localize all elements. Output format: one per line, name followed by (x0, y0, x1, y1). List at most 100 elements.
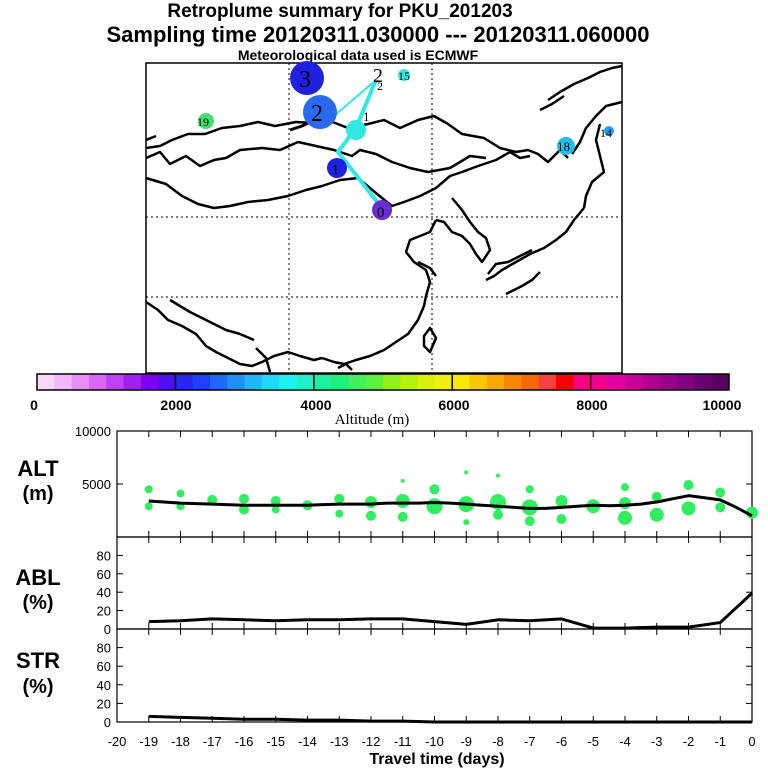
plume-point (556, 513, 567, 524)
x-tick-labels: -20 -19 -18 -17 -16 -15 -14 -13 -12 -11 -10 -9 -8 -7-… (108, 734, 756, 749)
plume-point (555, 494, 568, 507)
y-tick-label: 80 (97, 641, 111, 656)
colorbar-tick: 4000 (300, 397, 331, 413)
y-tick-label: 40 (97, 678, 111, 693)
x-tick-label: -19 (139, 734, 158, 749)
y-tick-label: 40 (97, 585, 111, 600)
colorbar-swatch (711, 374, 730, 390)
plume-point (683, 480, 694, 491)
colorbar-swatch (659, 374, 678, 390)
x-tick-label: -3 (651, 734, 663, 749)
colorbar-swatch (296, 374, 315, 390)
x-tick-label: -1 (714, 734, 726, 749)
map-label: 18 (557, 139, 570, 154)
colorbar-tick: 2000 (160, 397, 191, 413)
colorbar-swatch (106, 374, 124, 390)
map-label: 19 (197, 115, 209, 129)
abl-panel-unit: (%) (22, 592, 53, 614)
x-tick-label: -5 (587, 734, 599, 749)
trajectory-map: 0 1 1 2 2 3 15 18 19 14 2 (145, 61, 623, 374)
colorbar-swatch (400, 374, 419, 390)
x-tick-label: -15 (266, 734, 285, 749)
y-tick-label: 10000 (75, 424, 111, 439)
map-label: 0 (377, 205, 385, 221)
x-tick-label: -9 (460, 734, 472, 749)
plume-point (395, 493, 410, 508)
x-tick-label: -12 (362, 734, 381, 749)
x-tick-label: -2 (683, 734, 695, 749)
plume-point (144, 502, 153, 511)
map-day-labels: 0 1 1 2 2 3 15 18 19 14 (197, 67, 612, 221)
altitude-colorbar (36, 373, 730, 391)
y-tick-label: 0 (104, 622, 111, 637)
x-tick-label: -18 (171, 734, 190, 749)
colorbar-swatch (54, 374, 73, 390)
str-panel-label: STR (16, 648, 60, 673)
panel-labels: ALT (m) ABL (%) STR (%) (15, 456, 60, 698)
x-tick-label: -10 (425, 734, 444, 749)
colorbar-swatch (504, 374, 522, 390)
map-label: 15 (398, 69, 410, 83)
str-panel-unit: (%) (22, 676, 53, 698)
y-tick-label: 20 (97, 604, 111, 619)
marker-day-19 (198, 113, 214, 129)
marker-day-1-upper (346, 120, 366, 140)
y-tick-label: 5000 (82, 477, 111, 492)
colorbar-swatch (175, 374, 194, 390)
plume-point (651, 491, 662, 502)
map-label-2-top: 2 (373, 65, 383, 87)
plume-point (144, 485, 153, 494)
x-tick-label: -14 (298, 734, 317, 749)
plume-point (649, 507, 664, 522)
colorbar-swatch (37, 374, 55, 390)
colorbar-swatch (677, 374, 695, 390)
colorbar-label: Altitude (m) (335, 412, 410, 428)
marker-day-2-large (303, 95, 337, 129)
colorbar-tick: 0 (30, 397, 38, 413)
colorbar-swatch (469, 374, 488, 390)
colorbar-swatch (331, 374, 349, 390)
trajectory-line (335, 79, 384, 210)
marker-day-14 (604, 126, 614, 136)
marker-day-15 (398, 69, 410, 81)
plume-point (525, 485, 534, 494)
map-gridlines (146, 63, 622, 373)
colorbar-swatch (556, 374, 574, 390)
plume-point (335, 509, 344, 518)
chart-title: Retroplume summary for PKU_201203 (167, 1, 513, 22)
sampling-time: Sampling time 20120311.030000 --- 201203… (106, 22, 650, 47)
colorbar-swatch (417, 374, 436, 390)
marker-day-18 (557, 137, 575, 155)
colorbar-tick: 10000 (703, 397, 742, 413)
map-coastlines (145, 64, 623, 373)
met-data-note: Meteorological data used is ECMWF (237, 47, 479, 63)
y-tick-label: 0 (104, 715, 111, 730)
colorbar-swatch (244, 374, 263, 390)
x-tick-label: -17 (203, 734, 222, 749)
colorbar-swatch (71, 374, 90, 390)
plume-point (715, 502, 726, 513)
plume-point (493, 509, 503, 520)
plume-point (681, 501, 696, 516)
colorbar-swatch (607, 374, 626, 390)
colorbar-swatch (140, 374, 159, 390)
y-tick-label: 80 (97, 548, 111, 563)
x-tick-label: -13 (330, 734, 349, 749)
colorbar-swatch (210, 374, 228, 390)
colorbar-swatch (434, 374, 453, 390)
x-tick-label: -16 (235, 734, 254, 749)
colorbar-swatch (625, 374, 643, 390)
x-tick-label: -6 (556, 734, 568, 749)
colorbar-swatch (452, 374, 470, 390)
map-label: 1 (332, 163, 339, 178)
panel-frame (116, 628, 753, 723)
plume-point (271, 505, 280, 514)
colorbar-swatch (486, 374, 505, 390)
plume-point (239, 504, 249, 515)
map-label: 1 (363, 109, 370, 124)
map-label: 3 (299, 67, 311, 93)
colorbar-swatch (123, 374, 142, 390)
colorbar-swatch (261, 374, 280, 390)
x-tick-label: -8 (492, 734, 504, 749)
colorbar-swatch (538, 374, 557, 390)
